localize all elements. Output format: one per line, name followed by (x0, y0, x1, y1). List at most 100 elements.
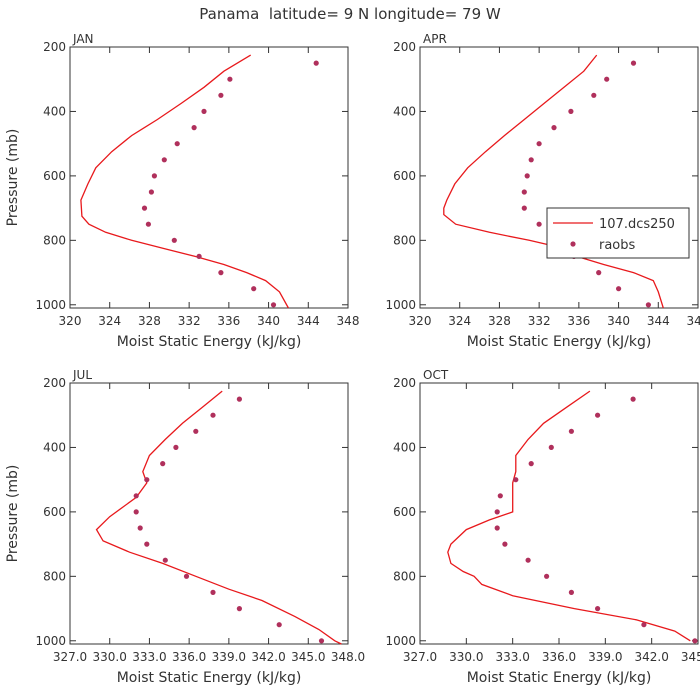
legend-label-model: 107.dcs250 (599, 217, 675, 232)
series-line-model (95, 390, 342, 645)
chart-panel-jan: JAN 320 324 328 332 336 340 344 348 200 400 600 800 1… (5, 32, 359, 350)
y-tick-label: 1000 (35, 298, 66, 312)
data-point-raobs (536, 221, 542, 227)
data-point-raobs (544, 573, 550, 579)
x-axis-title: Moist Static Energy (kJ/kg) (117, 334, 302, 350)
data-point-raobs (313, 60, 319, 66)
data-point-raobs (318, 638, 325, 644)
y-tick-label: 800 (393, 569, 416, 583)
figure-title: Panama latitude= 9 N longitude= 79 W (199, 5, 501, 23)
data-point-raobs (218, 270, 224, 276)
y-tick-label: 600 (393, 505, 416, 519)
x-tick-label: 332 (528, 314, 551, 328)
y-tick-label: 1000 (385, 298, 416, 312)
data-point-raobs (525, 557, 531, 563)
y-tick-label: 800 (43, 233, 66, 247)
data-point-raobs (568, 428, 575, 434)
x-tick-label: 324 (98, 314, 121, 328)
data-point-raobs (616, 286, 622, 292)
data-point-raobs (174, 141, 180, 147)
data-point-raobs (201, 108, 207, 114)
chart-panel-jul: JUL 327.0 330.0 333.0 336.0 339.0 342.0 345.0 34… (5, 368, 365, 686)
panels: JAN 320 324 328 332 336 340 344 348 200 400 600 800 1… (5, 32, 700, 686)
data-point-raobs (270, 302, 277, 308)
y-tick-label: 600 (43, 169, 66, 183)
y-tick-label: 200 (393, 40, 416, 54)
panel-label: JUL (72, 368, 92, 382)
data-point-raobs (183, 573, 190, 579)
data-point-raobs (218, 92, 224, 98)
data-point-raobs (595, 606, 601, 612)
data-point-raobs (171, 237, 177, 243)
y-tick-label: 1000 (385, 634, 416, 648)
data-point-raobs (236, 396, 242, 402)
data-point-raobs (641, 622, 647, 628)
data-point-raobs (568, 108, 574, 114)
data-point-raobs (596, 270, 602, 276)
x-axis-title: Moist Static Energy (kJ/kg) (117, 670, 302, 686)
data-point-raobs (595, 412, 601, 418)
y-tick-label: 400 (393, 104, 416, 118)
x-tick-label: 333.0 (132, 650, 166, 664)
y-tick-label: 200 (43, 376, 66, 390)
x-tick-label: 336.0 (172, 650, 206, 664)
data-point-raobs (513, 477, 519, 483)
series-line-model (443, 54, 664, 309)
x-tick-label: 328 (138, 314, 161, 328)
data-point-raobs (137, 525, 143, 531)
panel-label: JAN (72, 32, 94, 46)
data-point-raobs (162, 557, 168, 563)
x-tick-label: 327.0 (53, 650, 87, 664)
x-axis-title: Moist Static Energy (kJ/kg) (467, 334, 652, 350)
y-tick-label: 1000 (35, 634, 66, 648)
data-point-raobs (210, 412, 216, 418)
data-point-raobs (494, 509, 500, 515)
y-tick-label: 200 (393, 376, 416, 390)
data-point-raobs (251, 286, 257, 292)
data-point-raobs (144, 477, 150, 483)
legend-box (546, 207, 690, 259)
y-tick-label: 400 (393, 440, 416, 454)
x-tick-label: 342.0 (251, 650, 285, 664)
data-point-raobs (133, 509, 139, 515)
x-tick-label: 345.0 (681, 650, 700, 664)
data-point-raobs (630, 60, 637, 66)
y-axis-title: Pressure (mb) (5, 465, 21, 563)
legend: 107.dcs250 raobs (546, 207, 690, 259)
data-point-raobs (494, 525, 500, 531)
x-tick-label: 340 (607, 314, 630, 328)
series-line-model (447, 390, 691, 642)
y-tick-label: 400 (43, 104, 66, 118)
data-point-raobs (692, 638, 698, 644)
data-point-raobs (191, 125, 197, 131)
data-point-raobs (236, 606, 242, 612)
x-tick-label: 333.0 (495, 650, 529, 664)
x-tick-label: 320 (409, 314, 432, 328)
data-point-raobs (528, 461, 534, 467)
y-tick-label: 800 (393, 233, 416, 247)
x-tick-label: 330.0 (93, 650, 127, 664)
x-tick-label: 340 (257, 314, 280, 328)
y-tick-label: 600 (393, 169, 416, 183)
data-point-raobs (502, 541, 508, 547)
x-tick-label: 344 (297, 314, 320, 328)
x-tick-label: 336.0 (542, 650, 576, 664)
x-tick-label: 330.0 (449, 650, 483, 664)
data-point-raobs (173, 444, 179, 450)
data-point-raobs (144, 541, 150, 547)
data-point-raobs (497, 493, 503, 499)
data-point-raobs (133, 493, 139, 499)
data-point-raobs (160, 461, 166, 467)
data-point-raobs (536, 141, 542, 147)
x-tick-label: 348 (687, 314, 700, 328)
data-point-raobs (227, 76, 233, 82)
plot-frame (69, 382, 349, 645)
data-point-raobs (276, 622, 282, 628)
x-tick-label: 339.0 (212, 650, 246, 664)
data-point-raobs (528, 157, 534, 163)
panel-label: OCT (423, 368, 449, 382)
x-tick-label: 344 (647, 314, 670, 328)
y-axis-title: Pressure (mb) (5, 129, 21, 227)
x-tick-label: 336 (567, 314, 590, 328)
data-point-raobs (591, 92, 597, 98)
